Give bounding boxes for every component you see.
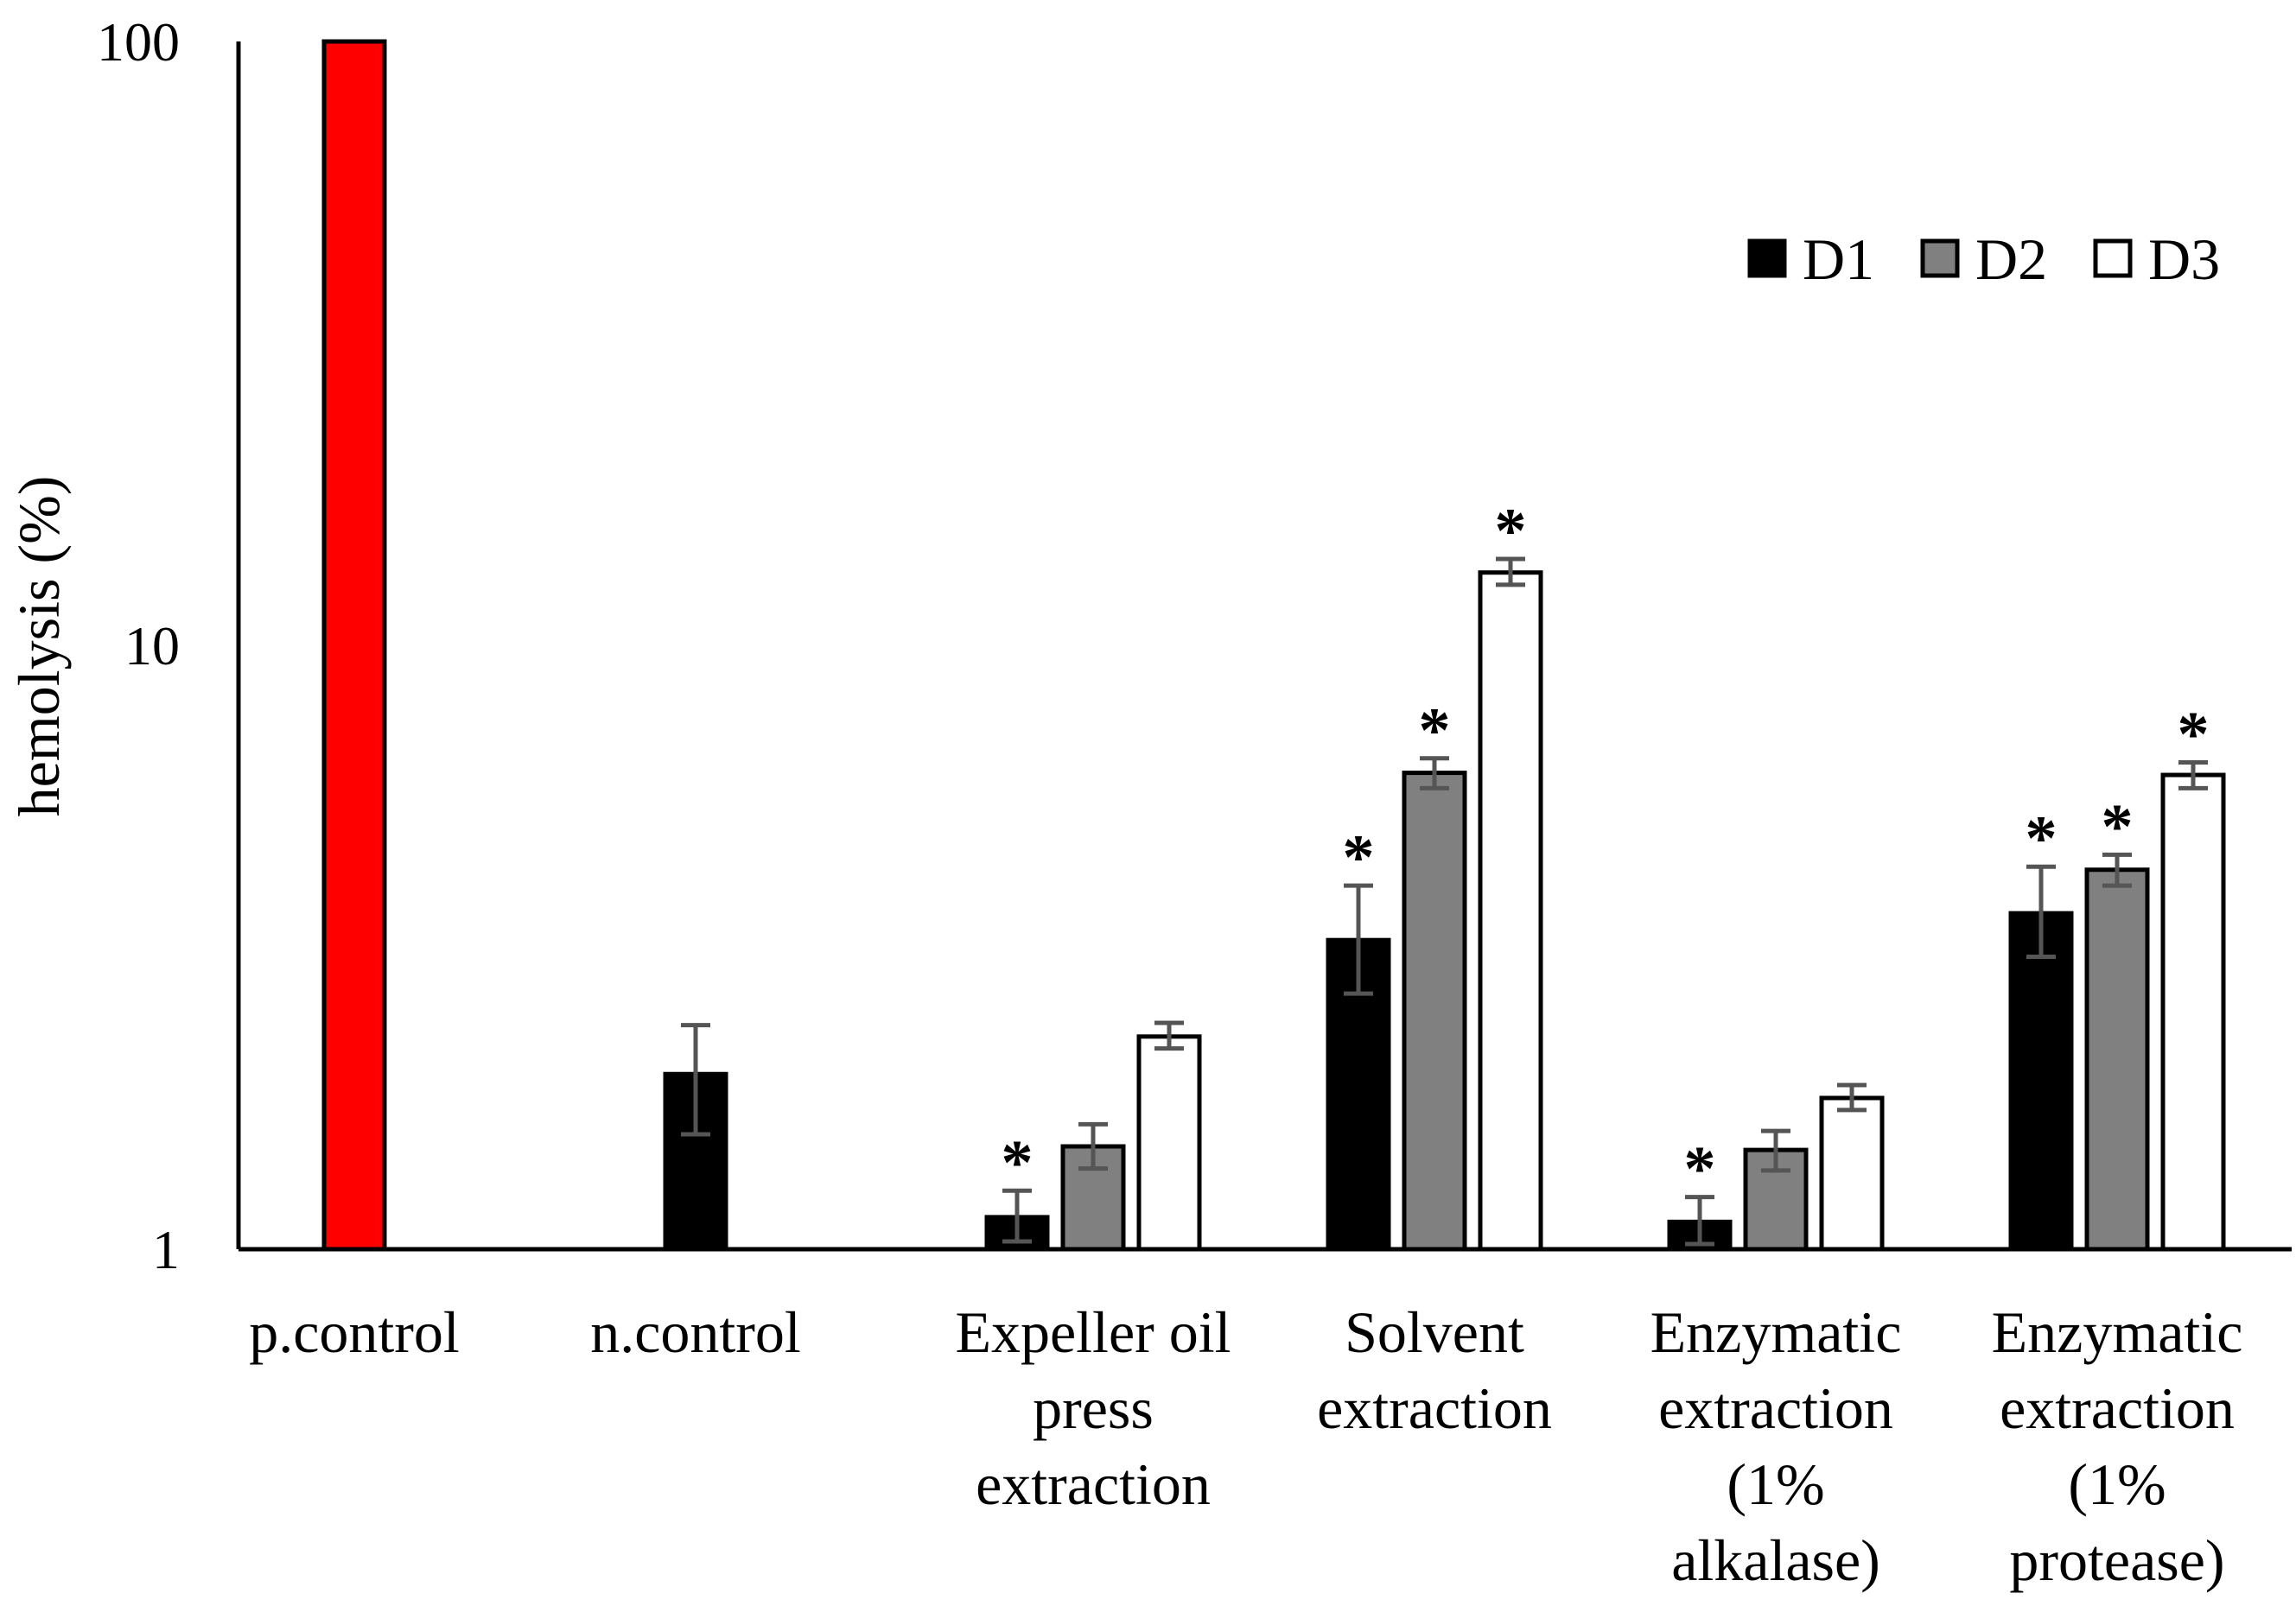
significance-star: * [2026, 803, 2057, 874]
significance-star: * [1419, 695, 1451, 766]
significance-star: * [1002, 1127, 1034, 1198]
error-bar-d1-alkalase [1685, 1195, 1714, 1247]
legend-label-d1: D1 [1803, 226, 1874, 292]
bar-d2-solvent [1402, 771, 1467, 1252]
legend-swatch-d1 [1747, 238, 1787, 278]
bar-pcontrol [321, 39, 387, 1252]
y-tick-label: 10 [124, 615, 180, 676]
significance-star: * [2178, 699, 2210, 770]
legend-swatch-d3 [2093, 238, 2133, 278]
bars-layer [321, 39, 2226, 1252]
error-bar-d2-protease [2102, 852, 2132, 888]
error-bars-layer [681, 556, 2208, 1247]
error-bar-d1-protease [2026, 864, 2056, 959]
error-bar-d1-expeller [1002, 1188, 1032, 1244]
error-bar-d3-protease [2178, 759, 2208, 790]
category-label-alkalase: Enzymatic extraction (1% alkalase) [1650, 1299, 1902, 1593]
bar-d3-expeller [1136, 1034, 1202, 1252]
y-axis-title: hemolysis (%) [6, 476, 72, 817]
bar-d1-protease [2008, 911, 2074, 1252]
legend-swatch-d2 [1920, 238, 1960, 278]
error-bar-d1-solvent [1344, 883, 1373, 996]
legend-label-d2: D2 [1975, 226, 2047, 292]
category-labels: p.control n.control Expeller oil press extra… [249, 1299, 2242, 1593]
bar-d3-solvent [1478, 570, 1543, 1252]
significance-star: * [1684, 1134, 1716, 1205]
y-tick-label: 1 [152, 1219, 180, 1280]
legend: D1 D2 D3 [1747, 226, 2220, 292]
category-label-solvent: Solvent extraction [1317, 1299, 1552, 1441]
y-axis-ticks: 1 10 100 [97, 11, 180, 1280]
bar-d2-protease [2084, 867, 2150, 1252]
error-bar-d3-alkalase [1837, 1082, 1867, 1113]
bar-d3-alkalase [1819, 1095, 1885, 1252]
bar-d3-protease [2160, 772, 2226, 1252]
error-bar-d2-alkalase [1761, 1128, 1790, 1173]
error-bar-d3-solvent [1496, 556, 1525, 587]
error-bar-ncontrol [681, 1023, 710, 1137]
significance-star: * [1343, 822, 1375, 893]
legend-label-d3: D3 [2148, 226, 2220, 292]
significance-star: * [1495, 496, 1527, 567]
category-label-pcontrol: p.control [249, 1299, 460, 1365]
y-tick-label: 100 [97, 11, 180, 73]
category-label-ncontrol: n.control [590, 1299, 801, 1365]
significance-star: * [2102, 791, 2134, 862]
error-bar-d3-expeller [1154, 1020, 1184, 1051]
error-bar-d2-expeller [1078, 1121, 1108, 1171]
significance-markers-layer: * * * * * * * * [1002, 496, 2210, 1205]
error-bar-d2-solvent [1420, 756, 1449, 790]
category-label-protease: Enzymatic extraction (1% protease) [1992, 1299, 2243, 1593]
category-label-expeller: Expeller oil press extraction [955, 1299, 1231, 1517]
